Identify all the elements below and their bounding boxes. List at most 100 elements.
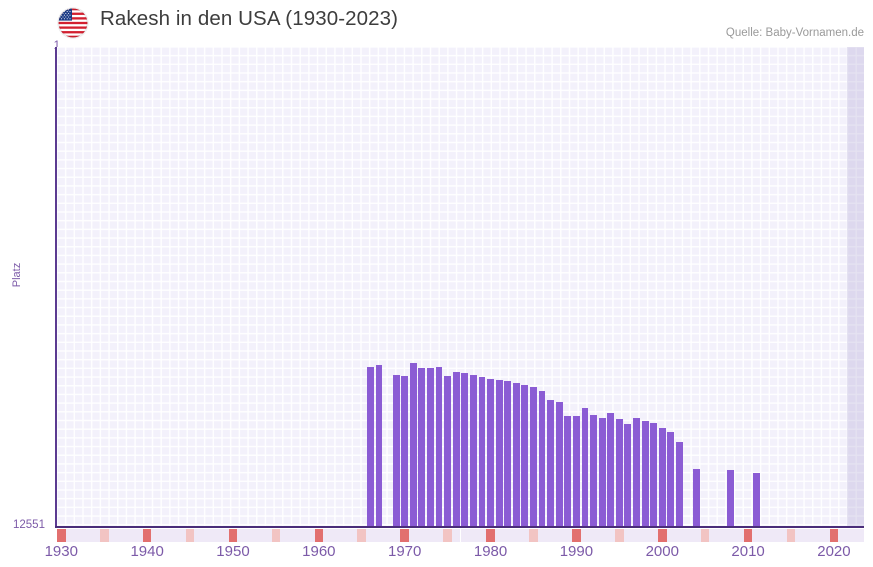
bar bbox=[693, 468, 701, 527]
x-tick-minor bbox=[263, 529, 272, 542]
x-tick-minor bbox=[769, 529, 779, 542]
bar bbox=[435, 366, 443, 527]
y-axis-tick-top: 1 bbox=[53, 40, 60, 52]
x-tick-minor bbox=[855, 529, 864, 542]
x-tick-half bbox=[185, 529, 195, 542]
x-tick-minor bbox=[803, 529, 813, 542]
x-tick-half bbox=[615, 529, 624, 542]
x-tick-half bbox=[700, 529, 710, 542]
x-tick-minor bbox=[580, 529, 590, 542]
x-tick-minor bbox=[220, 529, 229, 542]
bar bbox=[392, 375, 400, 527]
x-tick-minor bbox=[168, 529, 178, 542]
x-tick-minor bbox=[512, 529, 521, 542]
x-tick-minor bbox=[554, 529, 564, 542]
x-tick-minor bbox=[795, 529, 804, 542]
x-tick-minor bbox=[752, 529, 761, 542]
y-axis-line bbox=[55, 47, 57, 528]
x-tick-minor bbox=[160, 529, 169, 542]
y-axis-tick-bottom: 12551 bbox=[13, 519, 45, 531]
bar bbox=[461, 373, 469, 527]
x-tick-minor bbox=[623, 529, 633, 542]
x-tick-minor bbox=[838, 529, 847, 542]
x-axis-tick-label: 1990 bbox=[559, 543, 594, 560]
bar bbox=[469, 374, 477, 527]
x-tick-minor bbox=[297, 529, 306, 542]
x-tick-minor bbox=[451, 529, 461, 542]
x-tick-major bbox=[142, 529, 152, 542]
x-tick-minor bbox=[82, 529, 92, 542]
x-tick-minor bbox=[726, 529, 736, 542]
x-tick-major bbox=[829, 529, 839, 542]
bar bbox=[624, 424, 632, 527]
bar bbox=[675, 441, 683, 527]
x-tick-minor bbox=[211, 529, 221, 542]
x-tick-major bbox=[57, 529, 66, 542]
x-tick-half bbox=[271, 529, 281, 542]
bar bbox=[366, 367, 374, 527]
bar bbox=[409, 362, 417, 527]
x-tick-minor bbox=[65, 529, 75, 542]
x-axis-tick-label: 2000 bbox=[645, 543, 679, 560]
x-tick-minor bbox=[108, 529, 118, 542]
bar bbox=[530, 387, 537, 527]
plot-area bbox=[57, 47, 864, 527]
bar bbox=[478, 376, 486, 527]
x-tick-minor bbox=[408, 529, 418, 542]
x-tick-half bbox=[99, 529, 109, 542]
x-tick-minor bbox=[675, 529, 684, 542]
bar bbox=[418, 367, 426, 527]
x-tick-minor bbox=[649, 529, 658, 542]
x-tick-minor bbox=[245, 529, 255, 542]
x-tick-minor bbox=[520, 529, 530, 542]
source-attribution: Quelle: Baby-Vornamen.de bbox=[725, 27, 864, 39]
x-tick-minor bbox=[589, 529, 598, 542]
bar bbox=[650, 422, 658, 527]
x-tick-major bbox=[743, 529, 753, 542]
x-tick-minor bbox=[374, 529, 384, 542]
y-axis-title: Platz bbox=[11, 262, 23, 288]
x-tick-major bbox=[400, 529, 409, 542]
bar bbox=[487, 378, 494, 527]
x-tick-minor bbox=[760, 529, 770, 542]
x-axis-tick-label: 2020 bbox=[817, 543, 851, 560]
x-tick-minor bbox=[202, 529, 212, 542]
x-tick-minor bbox=[460, 529, 470, 542]
x-tick-minor bbox=[417, 529, 427, 542]
us-flag-icon bbox=[58, 8, 88, 38]
x-tick-minor bbox=[134, 529, 143, 542]
x-tick-minor bbox=[280, 529, 289, 542]
x-tick-minor bbox=[117, 529, 126, 542]
x-tick-major bbox=[228, 529, 238, 542]
bar bbox=[727, 469, 735, 527]
x-tick-minor bbox=[331, 529, 341, 542]
x-tick-minor bbox=[537, 529, 547, 542]
x-tick-minor bbox=[348, 529, 358, 542]
x-tick-minor bbox=[563, 529, 573, 542]
x-tick-minor bbox=[812, 529, 822, 542]
x-tick-minor bbox=[469, 529, 478, 542]
x-tick-minor bbox=[718, 529, 727, 542]
no-data-shaded-region bbox=[846, 47, 864, 527]
bar bbox=[538, 391, 546, 527]
x-axis-tick-label: 1960 bbox=[302, 543, 336, 560]
x-axis-labels: 1930 1940 1950 1960 1970 1980 1990 2000 2010 2020 bbox=[0, 543, 873, 567]
x-tick-minor bbox=[821, 529, 830, 542]
bar bbox=[444, 375, 452, 527]
x-axis-tick-label: 2010 bbox=[731, 543, 765, 560]
x-tick-minor bbox=[683, 529, 693, 542]
bar bbox=[607, 413, 615, 527]
x-tick-minor bbox=[194, 529, 203, 542]
x-tick-minor bbox=[366, 529, 375, 542]
x-tick-half bbox=[529, 529, 538, 542]
bar bbox=[658, 427, 666, 527]
bar bbox=[555, 401, 563, 527]
x-tick-minor bbox=[692, 529, 701, 542]
x-tick-minor bbox=[74, 529, 83, 542]
bar-series bbox=[57, 47, 864, 527]
x-axis-tick-label: 1950 bbox=[216, 543, 250, 560]
bar bbox=[641, 421, 649, 527]
x-tick-half bbox=[443, 529, 452, 542]
x-tick-minor bbox=[323, 529, 332, 542]
